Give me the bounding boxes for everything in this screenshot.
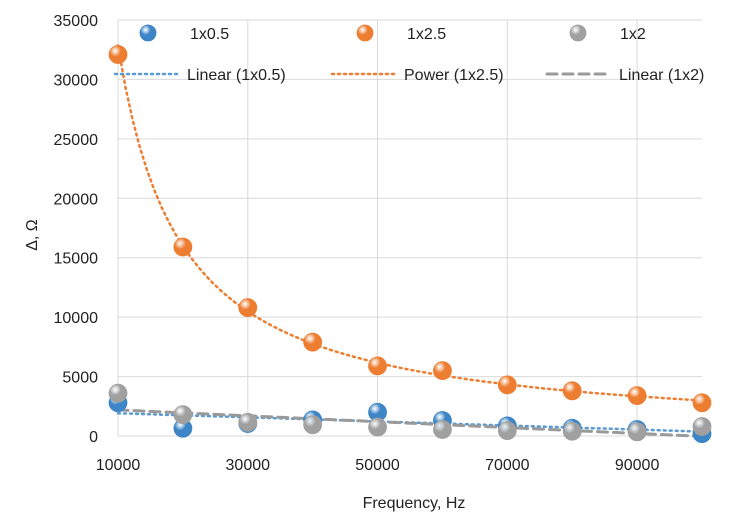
data-point-1x2 [627,422,647,442]
trendline-2 [116,408,704,438]
legend-label-1x0.5: 1x0.5 [190,26,229,43]
legend-label-trendline: Linear (1x0.5) [187,67,286,84]
x-axis-title: Frequency, Hz [363,495,466,512]
x-tick-label: 70000 [485,457,530,474]
y-tick-label: 5000 [62,370,98,387]
data-point-1x2.5 [562,381,582,401]
y-axis-ticks: 0 5000 10000 15000 20000 25000 30000 35000 [54,13,99,446]
data-point-1x2 [433,420,452,439]
y-tick-label: 10000 [54,310,99,327]
legend-label-1x2: 1x2 [620,26,646,43]
data-point-1x2 [562,421,582,441]
data-point-1x2.5 [238,298,258,318]
trendlines [116,44,704,438]
x-tick-label: 10000 [96,457,141,474]
data-point-1x2.5 [368,356,387,376]
y-tick-label: 30000 [54,72,99,89]
x-tick-label: 30000 [226,457,271,474]
y-tick-label: 0 [89,429,98,446]
data-point-1x2 [108,383,128,403]
x-tick-label: 90000 [615,457,660,474]
data-points [108,45,712,444]
trendline-0 [116,412,704,433]
y-tick-label: 20000 [54,191,99,208]
x-axis-ticks: 10000 30000 50000 70000 90000 [96,457,660,474]
legend-marker-1x2 [569,24,587,42]
data-point-1x2.5 [692,393,712,413]
data-point-1x2 [173,405,193,425]
x-tick-label: 50000 [355,457,400,474]
y-tick-label: 35000 [54,13,99,30]
y-tick-label: 15000 [54,251,99,268]
y-tick-label: 25000 [54,132,99,149]
legend: 1x0.5 1x2.5 1x2 Linear (1x0.5) Power (1x2.5)… [113,24,704,84]
data-point-1x2.5 [627,386,647,405]
legend-label-1x2.5: 1x2.5 [407,26,446,43]
data-point-1x2.5 [303,332,323,352]
legend-label-trendline: Power (1x2.5) [404,67,504,84]
gridlines [117,19,702,437]
data-point-1x2 [497,421,517,441]
trendline-1 [116,44,704,402]
data-point-1x2 [368,417,387,437]
data-point-1x2 [303,415,323,435]
data-point-1x2.5 [108,45,128,64]
legend-marker-1x0.5 [139,24,157,42]
legend-marker-1x2.5 [356,24,374,42]
y-axis-title: Δ, Ω [24,219,41,251]
data-point-1x2.5 [433,361,452,381]
data-point-1x2.5 [497,375,517,395]
legend-label-trendline: Linear (1x2) [619,67,704,84]
data-point-1x2 [238,412,258,432]
data-point-1x2 [692,417,712,436]
data-point-1x2.5 [173,237,193,257]
